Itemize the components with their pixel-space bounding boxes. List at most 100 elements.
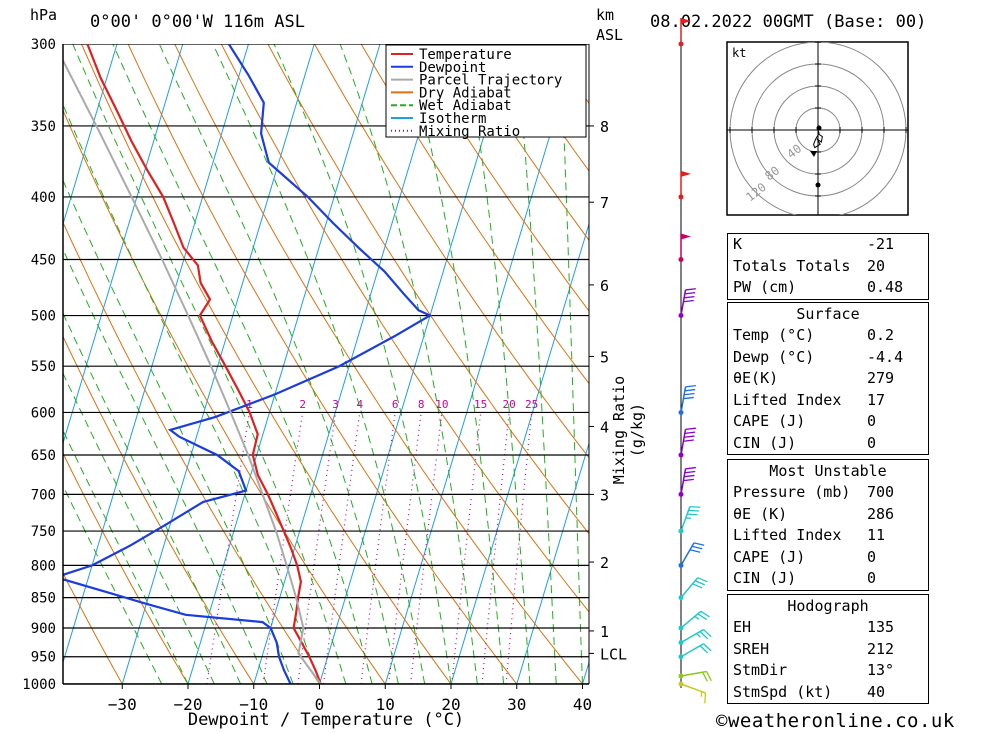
hodograph-mean-dot [815,182,821,188]
mixing-ratio-line [388,412,422,684]
isotherm-line [187,44,381,684]
mixing-ratio-line [481,412,510,684]
legend-entry: Temperature [419,47,512,63]
wet-adiabat-line [339,44,478,684]
wind-barb [680,170,691,197]
km-tick-label: 8 [600,118,609,136]
isotherm-line [516,441,589,684]
dry-adiabat-line [174,44,583,684]
x-tick-label: 30 [507,695,526,714]
x-tick-label: 0 [315,695,325,714]
mu-row-cape: CAPE (J) 0 [733,547,877,566]
wind-barb [680,610,711,629]
x-tick-label: 10 [376,695,395,714]
mixing-ratio-label: 10 [435,398,448,411]
most-unstable-table: Most Unstable Pressure (mb) 700 θE (K) 286… [727,459,929,591]
wet-adiabat-line [273,44,452,684]
mixing-ratio-line [451,412,482,684]
wet-adiabat-line [559,44,583,684]
series-line-dewpoint [63,44,433,684]
dry-adiabat-line [360,44,589,385]
mixing-ratio-label: 15 [474,398,487,411]
km-tick-label: 5 [600,348,609,366]
legend-entry: Wet Adiabat [419,98,512,114]
isotherm-line [319,44,512,684]
dry-adiabat-line [267,44,589,535]
wet-adiabat-line [515,44,557,684]
pressure-tick-label: 500 [31,309,56,325]
hodograph-start-dot [816,125,822,131]
mu-row-thetae: θE (K) 286 [733,504,895,523]
legend-entry: Isotherm [419,111,486,127]
hodograph-trace [813,129,823,149]
surface-row-cape: CAPE (J) 0 [733,412,877,430]
most-unstable-title: Most Unstable [769,462,887,480]
asl-label: ASL [596,26,624,44]
wet-adiabat-line [404,44,505,684]
pressure-tick-label: 600 [31,405,56,421]
pressure-tick-label: 400 [31,190,56,206]
mixing-ratio-line [262,412,304,684]
series-line-parcel-trajectory [63,58,322,684]
location-label: 0°00' 0°00'W 116m ASL [90,12,305,32]
wind-barb [680,577,708,599]
wind-barb [680,683,707,704]
surface-row-cin: CIN (J) 0 [733,433,877,452]
hodo-row-eh: EH 135 [733,618,895,636]
mixing-ratio-line [360,412,396,684]
pressure-tick-label: 850 [31,591,56,607]
isotherm-line [121,44,315,684]
wind-barb-column [678,18,712,704]
mixing-ratio-label: 20 [502,398,515,411]
x-tick-label: −20 [174,695,203,714]
wet-adiabat-line [463,44,531,684]
mixing-ratio-label: 4 [356,398,363,411]
mu-row-lifted: Lifted Index 11 [733,526,886,544]
copyright-footer[interactable]: ©weatheronline.co.uk [716,710,955,732]
pressure-tick-label: 300 [31,37,56,53]
mixing-ratio-line [322,412,361,684]
mixing-ratio-label: 1 [246,398,253,411]
indices-table: K -21 Totals Totals 20 PW (cm) 0.48 [727,233,929,300]
surface-row-thetae: θE(K) 279 [733,369,895,387]
km-label: km [596,6,615,24]
surface-title: Surface [796,305,860,323]
hodo-row-sreh: SREH 212 [733,639,895,658]
dry-adiabat-line [920,44,1000,684]
index-row-totals: Totals Totals 20 [733,256,886,275]
hodograph-unit-label: kt [732,46,746,60]
legend-entry: Dry Adiabat [419,85,512,101]
wet-adiabat-line [212,44,426,684]
dry-adiabat-line [81,44,452,684]
isotherm-line [450,222,589,684]
mixing-ratio-line [297,412,337,684]
hpa-label: hPa [30,6,58,24]
km-tick-label: 7 [600,194,609,212]
hodograph-table: Hodograph EH 135 SREH 212 StmDir 13° StmSpd… [727,594,929,704]
mixing-ratio-label: 8 [418,398,425,411]
km-tick-label: 6 [600,277,609,295]
wind-barb [680,384,696,413]
mu-row-cin: CIN (J) 0 [733,569,877,587]
surface-row-dewp: Dewp (°C) -4.4 [733,347,904,366]
dry-adiabat-line [63,572,123,684]
wet-adiabat-line [72,44,347,684]
mixing-ratio-axis-label: Mixing Ratio (g/kg) [610,375,646,485]
pressure-tick-label: 1000 [22,677,56,693]
isotherm-line [63,44,118,226]
wind-barb [680,542,705,566]
x-axis-label: Dewpoint / Temperature (°C) [187,710,465,730]
isotherm-line [63,44,249,665]
storm-motion-marker [810,151,817,157]
index-row-pw: PW (cm) 0.48 [733,278,904,296]
wind-barb [680,288,696,316]
hodo-row-stmdir: StmDir 13° [733,661,895,679]
km-tick-label: 1 [600,623,609,641]
wet-adiabat-line [63,484,163,684]
surface-table: Surface Temp (°C) 0.2 Dewp (°C) -4.4 θE(K)… [727,302,929,455]
hodo-row-stmspd: StmSpd (kt) 40 [733,682,886,701]
pressure-tick-label: 350 [31,119,56,135]
wind-barb [680,628,712,644]
